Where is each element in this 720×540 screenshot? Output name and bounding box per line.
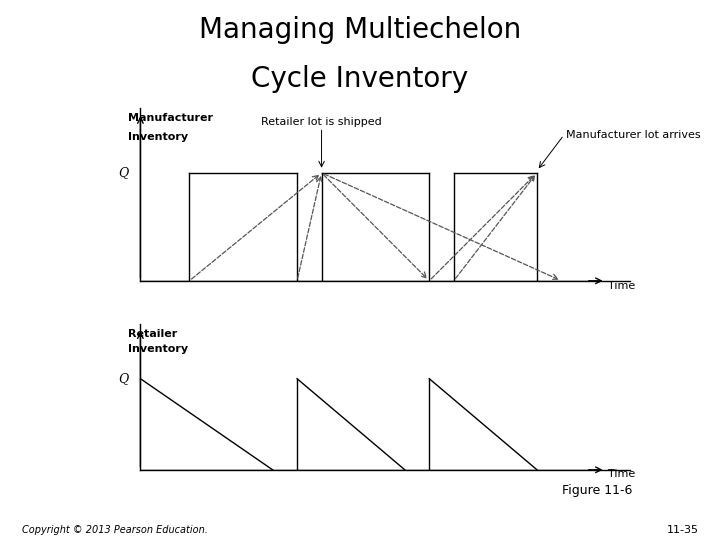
Text: Manufacturer: Manufacturer (128, 113, 213, 124)
Text: Inventory: Inventory (128, 344, 189, 354)
Text: Figure 11-6: Figure 11-6 (562, 484, 632, 497)
Text: Inventory: Inventory (128, 132, 189, 142)
Text: Time: Time (608, 469, 635, 480)
Text: Managing Multiechelon: Managing Multiechelon (199, 16, 521, 44)
Text: Retailer lot is shipped: Retailer lot is shipped (261, 117, 382, 127)
Text: Cycle Inventory: Cycle Inventory (251, 65, 469, 93)
Text: Q: Q (118, 166, 128, 179)
Text: Retailer: Retailer (128, 328, 177, 339)
Text: 11-35: 11-35 (667, 524, 698, 535)
Text: Time: Time (608, 281, 635, 291)
Text: Manufacturer lot arrives: Manufacturer lot arrives (567, 130, 701, 140)
Text: Q: Q (118, 372, 128, 385)
Text: Copyright © 2013 Pearson Education.: Copyright © 2013 Pearson Education. (22, 524, 207, 535)
